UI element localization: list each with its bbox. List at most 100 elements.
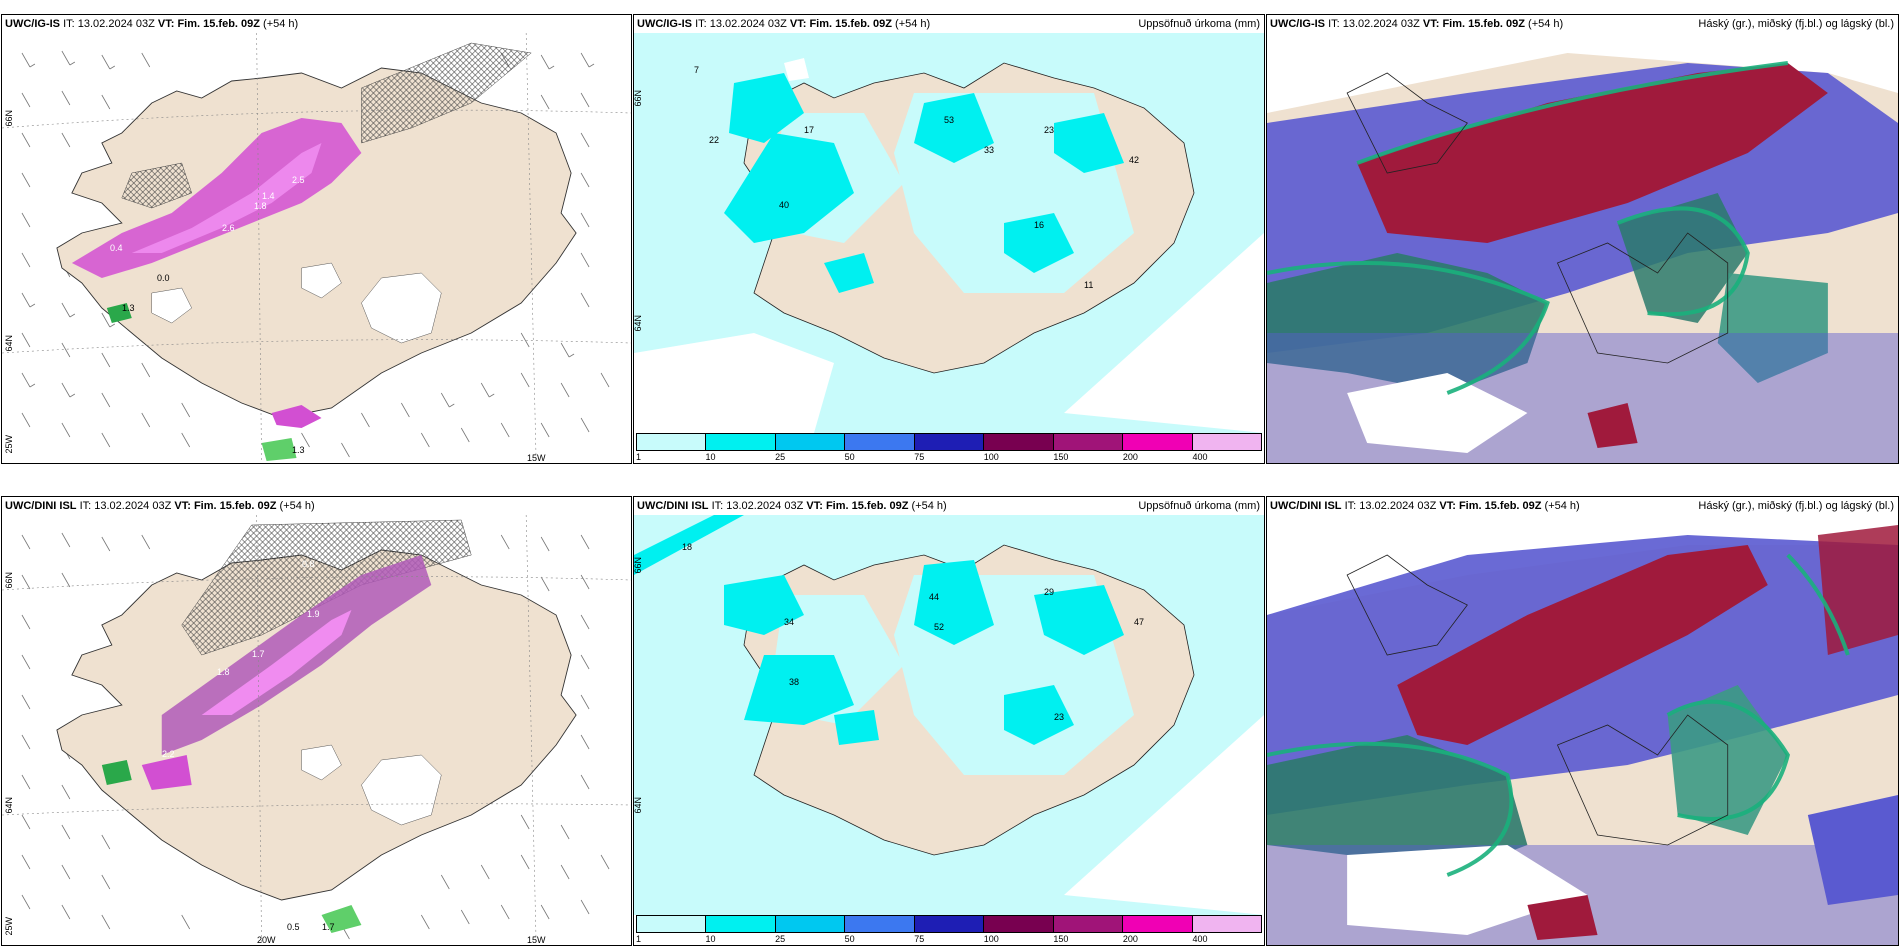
- colorbar-ticks: 1 10 25 50 75 100 150 200 400: [636, 934, 1262, 945]
- colorbar: [636, 433, 1262, 451]
- colorbar-swatch: [914, 916, 985, 932]
- wind-value: 0.0: [157, 273, 170, 283]
- colorbar-tick-label: 10: [705, 934, 716, 944]
- colorbar-swatch: [1053, 916, 1124, 932]
- precip-map[interactable]: [634, 33, 1264, 433]
- colorbar-tick-label: 25: [775, 934, 786, 944]
- precip-value: 17: [804, 125, 815, 135]
- wind-value: 1.8: [254, 201, 267, 211]
- colorbar-tick-label: 200: [1122, 934, 1138, 944]
- cloud-map[interactable]: [1267, 515, 1898, 945]
- precip-value: 18: [682, 542, 693, 552]
- colorbar-swatch: [706, 916, 776, 932]
- colorbar-swatch: [914, 434, 985, 450]
- colorbar-tick-label: 1: [636, 452, 642, 462]
- panel-igis-wind: UWC/IG-IS IT: 13.02.2024 03Z VT: Fim. 15…: [1, 14, 632, 464]
- cloud-map[interactable]: [1267, 33, 1898, 463]
- wind-value: 1.9: [307, 609, 320, 619]
- panel-title: UWC/DINI ISL IT: 13.02.2024 03Z VT: Fim.…: [634, 497, 1264, 515]
- wind-value: 1.7: [252, 649, 265, 659]
- wind-value: 1.8: [217, 667, 230, 677]
- colorbar-swatch: [1192, 434, 1261, 450]
- colorbar-tick-label: 150: [1053, 934, 1069, 944]
- lat-label: 66N: [633, 557, 643, 574]
- precip-map[interactable]: [634, 515, 1264, 915]
- panel-subtitle: Uppsöfnuð úrkoma (mm): [1138, 500, 1260, 512]
- colorbar-swatch: [1123, 916, 1193, 932]
- wind-value: 0.8: [302, 559, 315, 569]
- lon-label: 25W: [4, 917, 14, 936]
- precip-value: 16: [1034, 220, 1045, 230]
- precip-value: 33: [984, 145, 995, 155]
- colorbar-swatch: [775, 916, 846, 932]
- precip-value: 22: [709, 135, 720, 145]
- precip-value: 52: [934, 622, 945, 632]
- colorbar-tick-label: 150: [1053, 452, 1069, 462]
- precip-value: 11: [1084, 280, 1094, 290]
- lat-label: 64N: [4, 335, 14, 352]
- colorbar-tick-label: 400: [1192, 452, 1208, 462]
- wind-barbs: [21, 50, 610, 458]
- panel-igis-clouds: UWC/IG-IS IT: 13.02.2024 03Z VT: Fim. 15…: [1266, 14, 1899, 464]
- lon-label: 15W: [527, 935, 546, 945]
- colorbar: [636, 915, 1262, 933]
- colorbar-tick-label: 50: [844, 452, 855, 462]
- wind-value: 2.2: [162, 749, 175, 759]
- precip-value: 47: [1134, 617, 1145, 627]
- lat-label: 64N: [633, 797, 643, 814]
- wind-value: 1.3: [292, 445, 305, 455]
- colorbar-swatch: [845, 916, 915, 932]
- wind-map[interactable]: [2, 515, 631, 945]
- colorbar-swatch: [1123, 434, 1193, 450]
- panel-title: UWC/DINI ISL IT: 13.02.2024 03Z VT: Fim.…: [1267, 497, 1898, 515]
- lat-label: 64N: [4, 797, 14, 814]
- lat-label: 66N: [4, 110, 14, 127]
- colorbar-swatch: [637, 434, 707, 450]
- panel-title: UWC/IG-IS IT: 13.02.2024 03Z VT: Fim. 15…: [634, 15, 1264, 33]
- lon-label: 15W: [527, 453, 546, 463]
- wind-value: 0.5: [287, 922, 300, 932]
- colorbar-swatch: [1192, 916, 1261, 932]
- panel-igis-precip: UWC/IG-IS IT: 13.02.2024 03Z VT: Fim. 15…: [633, 14, 1265, 464]
- panel-dini-clouds: UWC/DINI ISL IT: 13.02.2024 03Z VT: Fim.…: [1266, 496, 1899, 946]
- wind-map[interactable]: [2, 33, 631, 463]
- precip-value: 29: [1044, 587, 1055, 597]
- panel-title: UWC/IG-IS IT: 13.02.2024 03Z VT: Fim. 15…: [2, 15, 631, 33]
- colorbar-tick-label: 25: [775, 452, 786, 462]
- panel-dini-wind: UWC/DINI ISL IT: 13.02.2024 03Z VT: Fim.…: [1, 496, 632, 946]
- lon-label: 20W: [257, 935, 276, 945]
- wind-value: 1.4: [262, 191, 275, 201]
- wind-value: 1.3: [122, 303, 135, 313]
- panel-dini-precip: UWC/DINI ISL IT: 13.02.2024 03Z VT: Fim.…: [633, 496, 1265, 946]
- colorbar-tick-label: 75: [914, 452, 925, 462]
- wind-value: 1.7: [322, 922, 335, 932]
- colorbar-tick-label: 50: [844, 934, 855, 944]
- colorbar-tick-label: 75: [914, 934, 925, 944]
- colorbar-swatch: [706, 434, 776, 450]
- precip-value: 7: [694, 65, 700, 75]
- colorbar-swatch: [775, 434, 846, 450]
- panel-subtitle: Háský (gr.), miðský (fj.bl.) og lágský (…: [1698, 18, 1894, 30]
- colorbar-tick-label: 10: [705, 452, 716, 462]
- lon-label: 25W: [4, 435, 14, 454]
- lat-label: 66N: [633, 90, 643, 107]
- lat-label: 66N: [4, 572, 14, 589]
- colorbar-tick-label: 100: [983, 452, 999, 462]
- colorbar-swatch: [984, 434, 1054, 450]
- panel-subtitle: Uppsöfnuð úrkoma (mm): [1138, 18, 1260, 30]
- colorbar-ticks: 1 10 25 50 75 100 150 200 400: [636, 452, 1262, 463]
- colorbar-tick-label: 100: [983, 934, 999, 944]
- panel-subtitle: Háský (gr.), miðský (fj.bl.) og lágský (…: [1698, 500, 1894, 512]
- colorbar-swatch: [984, 916, 1054, 932]
- precip-value: 23: [1054, 712, 1065, 722]
- colorbar-swatch: [637, 916, 707, 932]
- precip-value: 23: [1044, 125, 1055, 135]
- precip-value: 44: [929, 592, 940, 602]
- wind-value: 0.4: [110, 243, 123, 253]
- colorbar-tick-label: 200: [1122, 452, 1138, 462]
- wind-value: 2.5: [292, 175, 305, 185]
- colorbar-tick-label: 400: [1192, 934, 1208, 944]
- wind-value: 2.6: [222, 223, 235, 233]
- precip-value: 40: [779, 200, 790, 210]
- panel-title: UWC/IG-IS IT: 13.02.2024 03Z VT: Fim. 15…: [1267, 15, 1898, 33]
